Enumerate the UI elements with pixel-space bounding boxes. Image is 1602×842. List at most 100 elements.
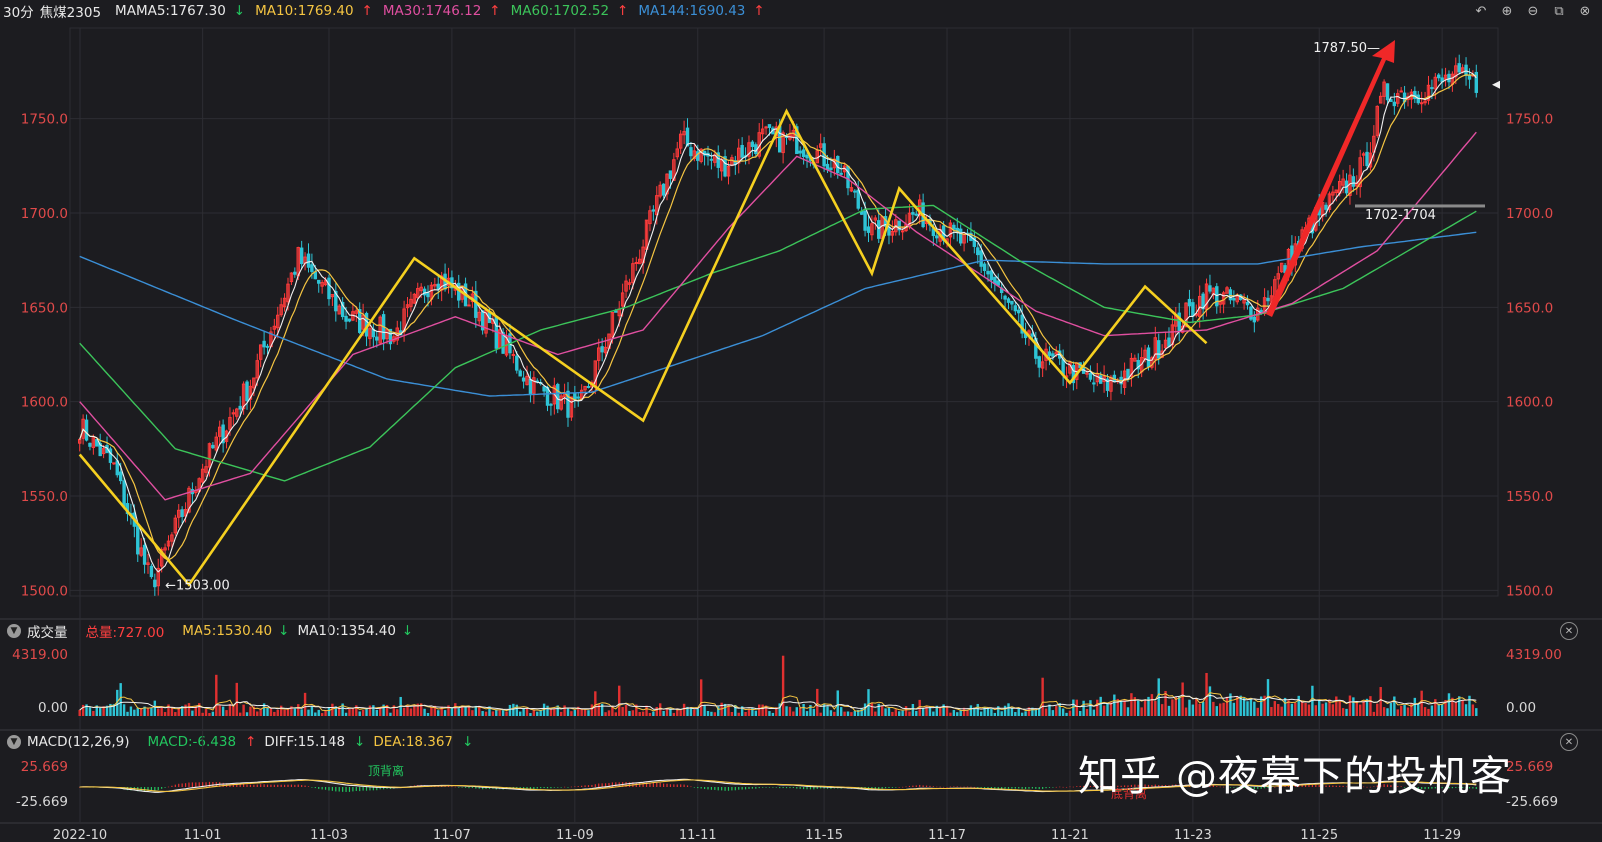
volume-bar — [546, 705, 549, 716]
volume-bar — [959, 710, 962, 716]
candle-body — [1204, 283, 1209, 310]
collapse-icon[interactable]: ▼ — [7, 735, 21, 749]
macd-bar — [570, 786, 573, 788]
macd-bar — [581, 785, 583, 787]
macd-bar — [1216, 786, 1218, 787]
time-label: 11-15 — [805, 828, 843, 842]
macd-bar — [324, 787, 327, 790]
volume-bar — [1335, 696, 1338, 716]
macd-bar — [1308, 784, 1310, 787]
volume-bar — [348, 708, 351, 716]
volume-bar — [1014, 712, 1017, 716]
candle-body — [252, 377, 256, 389]
candle-body — [1003, 295, 1007, 300]
volume-bar — [703, 704, 706, 716]
macd-bar — [1144, 784, 1146, 787]
macd-bar — [820, 787, 822, 789]
candle-body — [228, 416, 232, 430]
ma-value-2: MA30:1746.12 — [382, 3, 482, 19]
macd-bar — [683, 784, 685, 787]
macd-bar — [464, 787, 467, 788]
candle-body — [600, 346, 604, 353]
close-volume-icon[interactable]: ✕ — [1560, 622, 1578, 640]
last-price-marker — [1492, 80, 1500, 89]
volume-bar — [273, 711, 276, 716]
volume-bar — [778, 703, 781, 716]
candle-body — [1327, 193, 1332, 210]
candle-body — [422, 288, 427, 296]
macd-bar — [283, 784, 286, 787]
candle-body — [433, 284, 437, 287]
macd-bar — [355, 787, 357, 791]
macd-bar — [813, 787, 815, 790]
volume-bar — [437, 710, 440, 716]
candle-body — [890, 230, 895, 236]
volume-bar — [1297, 695, 1300, 716]
macd-bar — [1260, 787, 1262, 789]
candle-body — [276, 314, 280, 329]
collapse-icon[interactable]: ▼ — [7, 624, 21, 638]
candle-body — [1071, 364, 1076, 384]
macd-bar — [1349, 786, 1351, 788]
volume-bar — [1092, 709, 1096, 716]
macd-bar — [1448, 787, 1450, 789]
volume-bar — [645, 705, 648, 716]
volume-bar — [1423, 707, 1427, 716]
close-macd-icon[interactable]: ✕ — [1560, 733, 1578, 751]
volume-bar — [1218, 703, 1222, 716]
window-icon[interactable]: ⧉ — [1554, 3, 1564, 19]
macd-bar — [755, 787, 757, 789]
volume-bar — [269, 707, 273, 716]
candle-body — [542, 386, 546, 392]
volume-bar — [1137, 700, 1140, 716]
zoom-out-icon[interactable]: ⊖ — [1527, 3, 1539, 19]
macd-bar — [471, 787, 473, 789]
macd-bar — [1042, 787, 1044, 789]
undo-icon[interactable]: ↶ — [1475, 3, 1487, 19]
candle-body — [88, 442, 92, 447]
macd-bar — [1475, 787, 1477, 790]
volume-bar — [1212, 701, 1215, 716]
close-icon[interactable]: ⊗ — [1579, 3, 1591, 19]
volume-bar — [693, 709, 696, 716]
macd-bar — [301, 785, 303, 787]
volume-bar — [88, 707, 92, 716]
volume-bar — [1290, 703, 1294, 716]
volume-bar — [1201, 701, 1205, 716]
macd-bar — [1123, 785, 1126, 787]
macd-bar — [990, 787, 993, 789]
volume-bars — [78, 655, 1478, 716]
candle-body — [1351, 176, 1356, 187]
candle-body — [1467, 74, 1472, 80]
zoom-in-icon[interactable]: ⊕ — [1501, 3, 1513, 19]
macd-bar — [1089, 785, 1092, 787]
volume-bar — [290, 706, 293, 716]
candle-body — [1358, 157, 1362, 188]
volume-bar — [710, 711, 713, 716]
volume-bar — [822, 703, 826, 716]
macd-bar — [475, 787, 477, 789]
volume-bar — [491, 711, 495, 716]
volume-bar — [341, 703, 344, 716]
candle-body — [911, 212, 915, 215]
volume-ma5: MA5:1530.40 ↓ — [182, 623, 290, 639]
candle-body — [467, 304, 471, 307]
candle-body — [1443, 74, 1448, 80]
candle-body — [159, 549, 164, 567]
volume-bar — [1188, 699, 1191, 716]
volume-bar — [686, 706, 689, 716]
candle-body — [416, 288, 420, 299]
period-label[interactable]: 30分 — [3, 5, 34, 21]
volume-bar — [539, 709, 542, 716]
candle-body — [245, 381, 249, 402]
volume-bar — [1181, 682, 1184, 716]
macd-bar — [236, 783, 238, 787]
candle-body — [1126, 368, 1130, 379]
macd-bar — [1438, 787, 1440, 789]
volume-bar — [122, 704, 126, 716]
macd-bar — [1011, 787, 1013, 789]
volume-bar — [1369, 696, 1372, 716]
volume-bar — [1225, 696, 1229, 716]
volume-bar — [372, 705, 375, 716]
